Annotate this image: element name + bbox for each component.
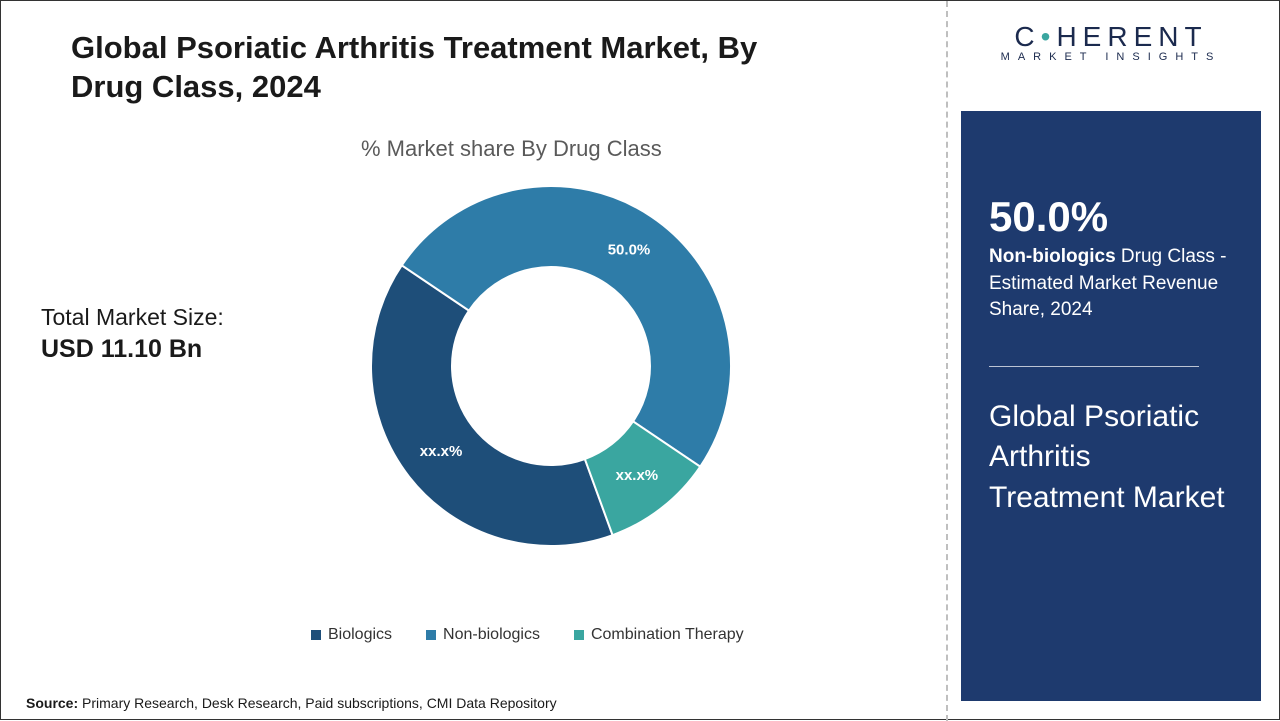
kpi-percentage: 50.0%	[989, 196, 1233, 238]
source-citation: Source: Primary Research, Desk Research,…	[26, 695, 557, 711]
source-text: Primary Research, Desk Research, Paid su…	[78, 695, 557, 711]
logo-line1: C•HERENT	[961, 21, 1261, 53]
logo-text: HERENT	[1056, 21, 1207, 52]
legend-label: Non-biologics	[443, 626, 540, 644]
vertical-divider	[946, 1, 948, 721]
market-size-block: Total Market Size: USD 11.10 Bn	[41, 301, 224, 364]
panel-market-title: Global Psoriatic Arthritis Treatment Mar…	[989, 397, 1233, 519]
donut-svg: xx.x% 50.0% xx.x%	[361, 176, 741, 556]
legend-swatch	[574, 630, 584, 640]
slice-label: xx.x%	[420, 443, 463, 460]
donut-slice	[371, 265, 613, 546]
kpi-side-panel: 50.0% Non-biologics Drug Class - Estimat…	[961, 111, 1261, 701]
kpi-bold-segment: Non-biologics	[989, 246, 1116, 267]
panel-divider	[989, 366, 1199, 367]
main-content-area: Global Psoriatic Arthritis Treatment Mar…	[1, 1, 946, 721]
donut-chart: xx.x% 50.0% xx.x%	[361, 176, 741, 556]
brand-logo: C•HERENT MARKET INSIGHTS	[961, 21, 1261, 101]
slice-label: 50.0%	[608, 241, 651, 258]
legend-swatch	[311, 630, 321, 640]
legend-label: Biologics	[328, 626, 392, 644]
legend-item: Combination Therapy	[574, 626, 744, 644]
chart-legend: Biologics Non-biologics Combination Therap…	[311, 626, 744, 644]
logo-line2: MARKET INSIGHTS	[961, 51, 1261, 63]
legend-item: Biologics	[311, 626, 392, 644]
chart-subtitle: % Market share By Drug Class	[361, 136, 662, 162]
market-size-label: Total Market Size:	[41, 301, 224, 333]
logo-text: C	[1014, 21, 1040, 52]
page-title: Global Psoriatic Arthritis Treatment Mar…	[71, 29, 831, 107]
legend-item: Non-biologics	[426, 626, 540, 644]
logo-dot-icon: •	[1041, 21, 1057, 52]
legend-swatch	[426, 630, 436, 640]
kpi-description: Non-biologics Drug Class - Estimated Mar…	[989, 244, 1233, 324]
legend-label: Combination Therapy	[591, 626, 744, 644]
slice-label: xx.x%	[616, 467, 659, 484]
source-label: Source:	[26, 695, 78, 711]
market-size-value: USD 11.10 Bn	[41, 335, 224, 364]
